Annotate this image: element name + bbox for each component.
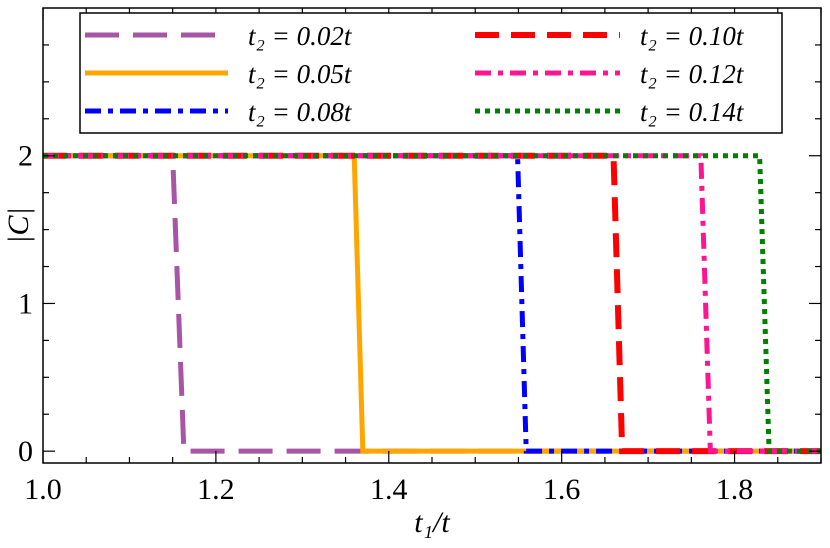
series-t2-010-legend-item: t₂ = 0.10t bbox=[475, 21, 745, 51]
tick-labels: 1.0 1.2 1.4 1.6 1.8 0 1 2 bbox=[18, 140, 753, 506]
y-tick-label: 1 bbox=[18, 287, 33, 320]
x-tick-label: 1.0 bbox=[24, 473, 62, 506]
x-tick-label: 1.2 bbox=[197, 473, 235, 506]
y-axis-label: |C| bbox=[2, 207, 35, 244]
x-axis-label: t₁/t bbox=[414, 506, 450, 539]
x-tick-label: 1.6 bbox=[543, 473, 581, 506]
y-tick-label: 0 bbox=[18, 435, 33, 468]
series-t2-012-legend-item: t₂ = 0.12t bbox=[475, 59, 745, 89]
series-t2-008-legend-label: t₂ = 0.08t bbox=[248, 97, 353, 127]
series-t2-005-legend-label: t₂ = 0.05t bbox=[248, 59, 353, 89]
legend: t₂ = 0.02t t₂ = 0.05t t₂ = 0.08t t₂ = 0.10t… bbox=[79, 12, 783, 134]
x-tick-label: 1.4 bbox=[370, 473, 408, 506]
series-t2-012-line bbox=[43, 153, 821, 454]
series-t2-005-legend-item: t₂ = 0.05t bbox=[85, 59, 353, 89]
series-t2-002-legend-item: t₂ = 0.02t bbox=[85, 21, 353, 51]
series-t2-014-legend-item: t₂ = 0.14t bbox=[475, 97, 745, 127]
series-t2-008-legend-item: t₂ = 0.08t bbox=[85, 97, 353, 127]
plot-frame bbox=[42, 7, 822, 464]
series-t2-014-legend-label: t₂ = 0.14t bbox=[640, 97, 745, 127]
y-tick-label: 2 bbox=[18, 140, 33, 173]
series-t2-010-legend-label: t₂ = 0.10t bbox=[640, 21, 745, 51]
series-t2-012-legend-label: t₂ = 0.12t bbox=[640, 59, 745, 89]
series-t2-014-line bbox=[43, 153, 821, 454]
x-tick-label: 1.8 bbox=[716, 473, 754, 506]
series-lines bbox=[43, 152, 821, 455]
series-t2-002-legend-label: t₂ = 0.02t bbox=[248, 21, 353, 51]
